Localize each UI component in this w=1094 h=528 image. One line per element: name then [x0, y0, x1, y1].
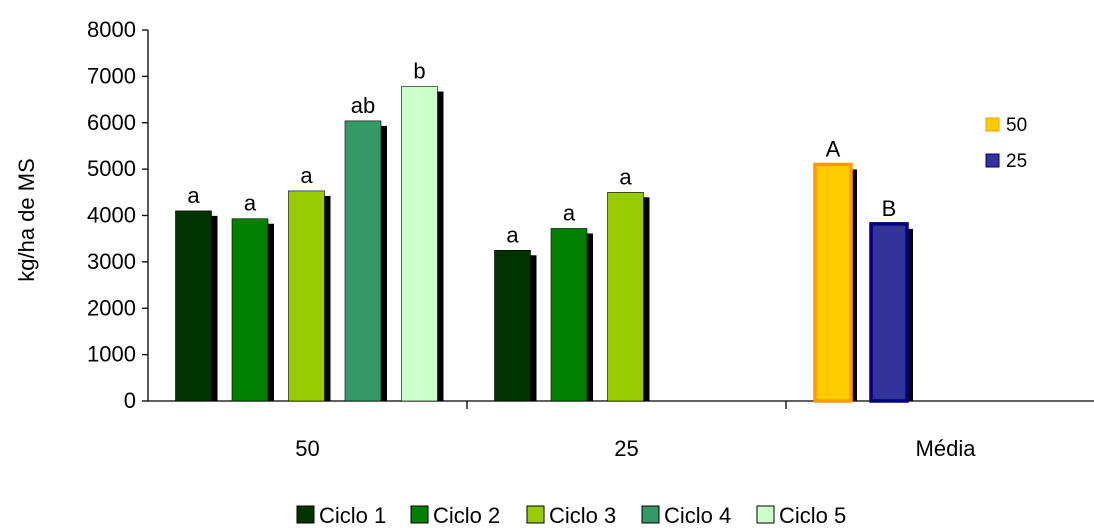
y-tick-label: 7000: [87, 63, 136, 88]
legend-swatch: [985, 153, 1000, 168]
bar: [401, 86, 438, 402]
bar: [607, 192, 644, 402]
bar-letter-label: A: [826, 136, 841, 161]
bar-letter-label: a: [244, 191, 257, 216]
bars: [175, 86, 913, 403]
y-tick-label: 6000: [87, 110, 136, 135]
y-tick-label: 2000: [87, 295, 136, 320]
legend-label: 50: [1006, 115, 1027, 136]
bar: [344, 120, 382, 402]
y-axis-label: kg/ha de MS: [14, 158, 39, 282]
x-tick-label: 25: [614, 436, 638, 461]
data-labels: a a a ab b a a a A B: [187, 59, 896, 248]
legend-label: Ciclo 4: [664, 503, 731, 528]
bar-letter-label: a: [187, 183, 200, 208]
bar: [231, 218, 269, 402]
y-tick-label: 0: [124, 388, 136, 413]
legend-swatch: [985, 117, 1000, 132]
x-tick-label: 50: [295, 436, 319, 461]
y-tick-label: 3000: [87, 249, 136, 274]
legend-label: 25: [1006, 151, 1027, 172]
y-tick-label: 1000: [87, 342, 136, 367]
legend-swatch: [641, 505, 660, 524]
x-tick-label: Média: [916, 436, 977, 461]
bar: [869, 222, 909, 403]
bar: [175, 210, 212, 402]
legend-label: Ciclo 3: [549, 503, 616, 528]
bar-letter-label: a: [300, 163, 313, 188]
legend-ciclos: Ciclo 1 Ciclo 2 Ciclo 3 Ciclo 4 Ciclo 5: [296, 503, 846, 528]
bar-letter-label: b: [413, 59, 425, 84]
bar: [813, 162, 853, 403]
bar-letter-label: a: [506, 222, 519, 247]
legend-swatch: [296, 505, 315, 524]
legend-swatch: [756, 505, 775, 524]
legend-media: 50 25: [985, 115, 1027, 172]
y-axis: 0 1000 2000 3000 4000 5000 6000 7000 8000: [87, 17, 149, 413]
bar-letter-label: ab: [351, 93, 375, 118]
legend-swatch: [410, 505, 429, 524]
legend-label: Ciclo 1: [319, 503, 386, 528]
legend-label: Ciclo 2: [433, 503, 500, 528]
bar: [494, 249, 531, 402]
y-tick-label: 5000: [87, 156, 136, 181]
bar-letter-label: a: [619, 164, 632, 189]
bar: [550, 228, 588, 402]
y-tick-label: 8000: [87, 17, 136, 42]
bar-letter-label: a: [563, 200, 576, 225]
x-axis: 50 25 Média: [148, 400, 1094, 461]
bar: [288, 190, 325, 402]
legend-label: Ciclo 5: [779, 503, 846, 528]
bar-letter-label: B: [882, 196, 897, 221]
legend-swatch: [526, 505, 545, 524]
y-tick-label: 4000: [87, 203, 136, 228]
